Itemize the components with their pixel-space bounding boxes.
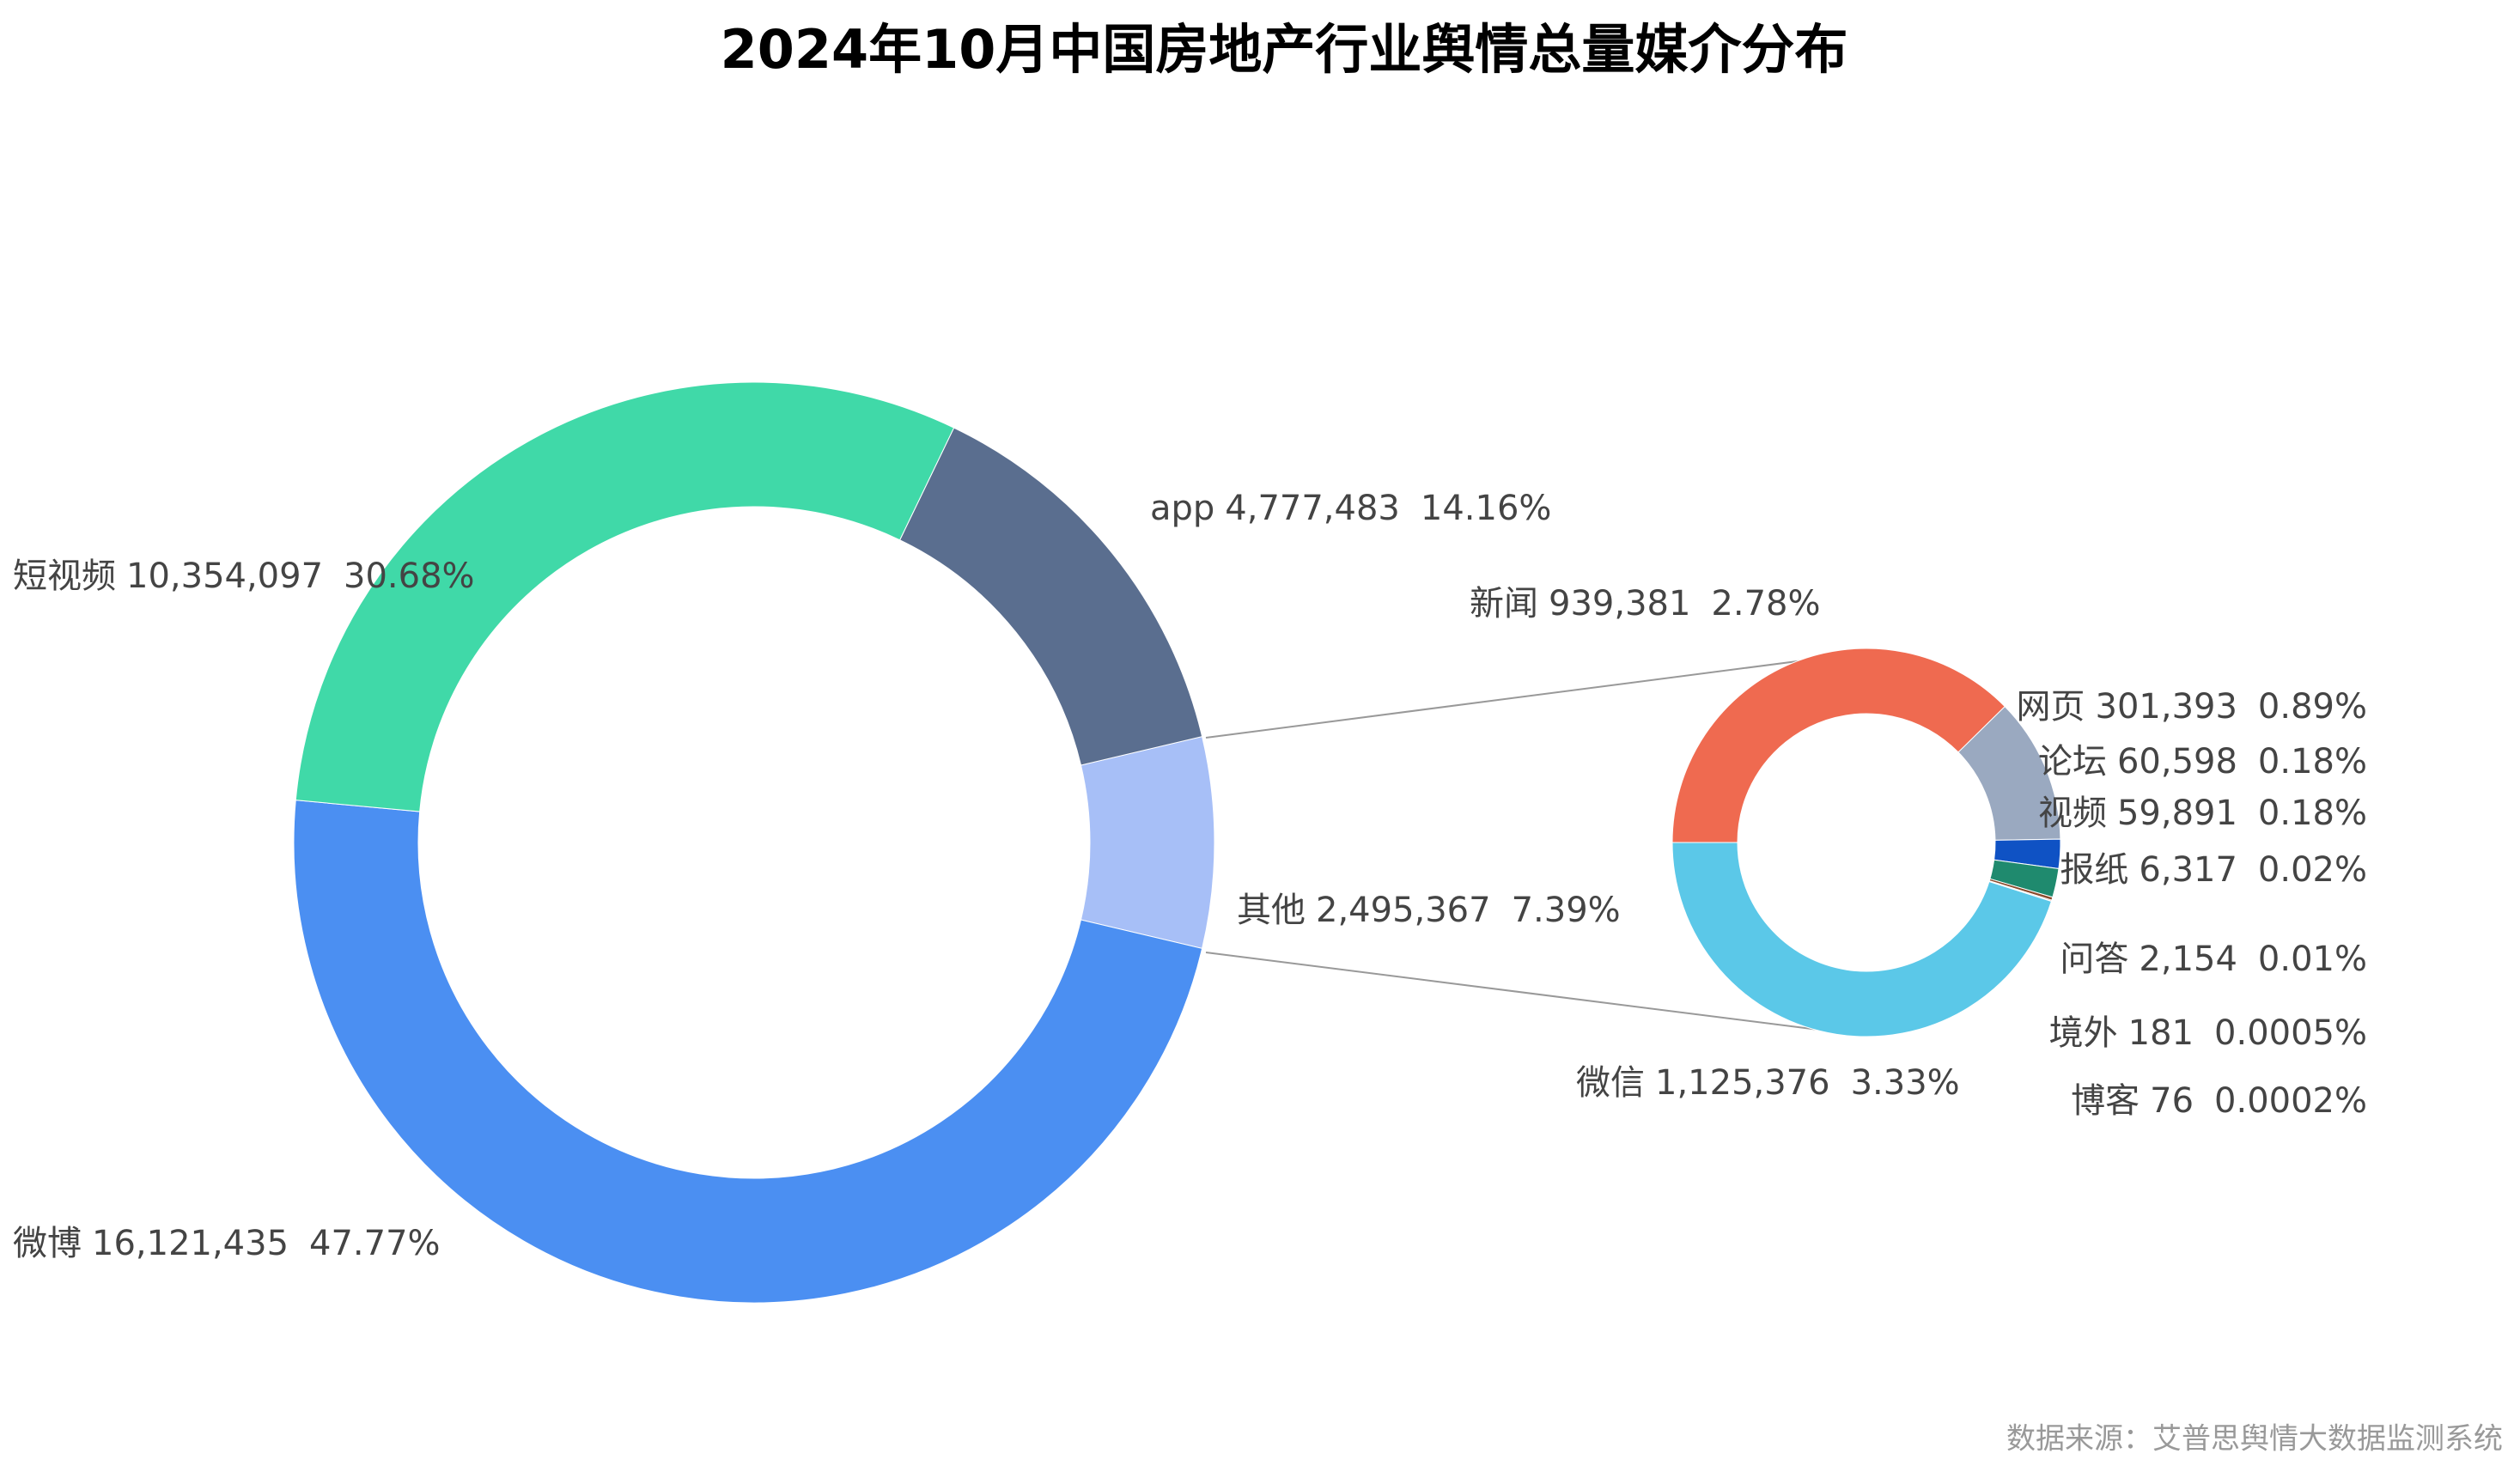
donut-slice	[1671, 842, 2052, 1037]
connector-line	[1205, 653, 1858, 739]
donut-slice	[1671, 648, 2006, 843]
slice-percent: 14.16%	[1421, 489, 1552, 528]
slice-value: 939,381	[1549, 584, 1690, 623]
slice-name: 报纸	[2060, 850, 2128, 890]
slice-value: 2,154	[2139, 940, 2237, 979]
chart-title: 2024年10月中国房地产行业舆情总量媒介分布	[721, 18, 1848, 81]
slice-name: 新闻	[1470, 584, 1538, 623]
slice-label: 微信 1,125,376 3.33%	[1576, 1063, 1960, 1103]
slice-value: 16,121,435	[92, 1224, 289, 1263]
slice-name: app	[1150, 489, 1214, 528]
slice-percent: 0.89%	[2258, 687, 2367, 727]
slice-value: 59,891	[2117, 794, 2237, 833]
slice-label: 其他 2,495,367 7.39%	[1237, 891, 1621, 930]
slice-value: 181	[2128, 1013, 2194, 1053]
slice-name: 论坛	[2038, 742, 2107, 782]
slice-label: 问答 2,154 0.01%	[2060, 940, 2367, 979]
slice-name: 问答	[2060, 940, 2128, 979]
slice-label: 短视频 10,354,097 30.68%	[13, 557, 475, 596]
slice-value: 2,495,367	[1316, 891, 1491, 930]
slice-name: 视频	[2038, 794, 2107, 833]
donut-slice	[293, 800, 1203, 1304]
slice-value: 10,354,097	[126, 557, 323, 596]
slice-percent: 0.01%	[2258, 940, 2367, 979]
source-note: 数据来源：艾普思舆情大数据监测系统	[2006, 1422, 2503, 1457]
slice-value: 60,598	[2117, 742, 2237, 782]
slice-value: 1,125,376	[1655, 1063, 1830, 1103]
slice-name: 境外	[2049, 1013, 2118, 1053]
slice-value: 301,393	[2096, 687, 2237, 727]
slice-name: 微博	[13, 1224, 82, 1263]
slice-name: 微信	[1576, 1063, 1645, 1103]
slice-percent: 47.77%	[309, 1224, 441, 1263]
slice-name: 博客	[2071, 1081, 2140, 1121]
slice-label: 论坛 60,598 0.18%	[2038, 742, 2367, 782]
slice-name: 网页	[2017, 687, 2085, 727]
slice-percent: 0.0005%	[2214, 1013, 2367, 1053]
slice-percent: 0.0002%	[2214, 1081, 2367, 1121]
slice-label: 网页 301,393 0.89%	[2017, 687, 2368, 727]
slice-value: 4,777,483	[1225, 489, 1400, 528]
slice-value: 76	[2150, 1081, 2194, 1121]
slice-value: 6,317	[2139, 850, 2237, 890]
slice-percent: 0.18%	[2258, 742, 2367, 782]
slice-percent: 7.39%	[1512, 891, 1621, 930]
slice-percent: 30.68%	[344, 557, 475, 596]
slice-percent: 0.18%	[2258, 794, 2367, 833]
donut-slice	[1080, 736, 1215, 949]
slice-name: 短视频	[13, 557, 116, 596]
slice-label: 微博 16,121,435 47.77%	[13, 1224, 441, 1263]
slice-percent: 2.78%	[1711, 584, 1820, 623]
slice-label: app 4,777,483 14.16%	[1150, 489, 1551, 528]
slice-label: 博客 76 0.0002%	[2071, 1081, 2367, 1121]
slice-label: 境外 181 0.0005%	[2049, 1013, 2367, 1053]
slice-percent: 3.33%	[1851, 1063, 1960, 1103]
slice-label: 报纸 6,317 0.02%	[2060, 850, 2367, 890]
slice-name: 其他	[1237, 891, 1306, 930]
slice-label: 新闻 939,381 2.78%	[1470, 584, 1821, 623]
donut-slice	[295, 381, 955, 812]
slice-percent: 0.02%	[2258, 850, 2367, 890]
connector-line	[1205, 952, 1847, 1034]
donut-slice	[899, 427, 1203, 766]
slice-label: 视频 59,891 0.18%	[2038, 794, 2367, 833]
